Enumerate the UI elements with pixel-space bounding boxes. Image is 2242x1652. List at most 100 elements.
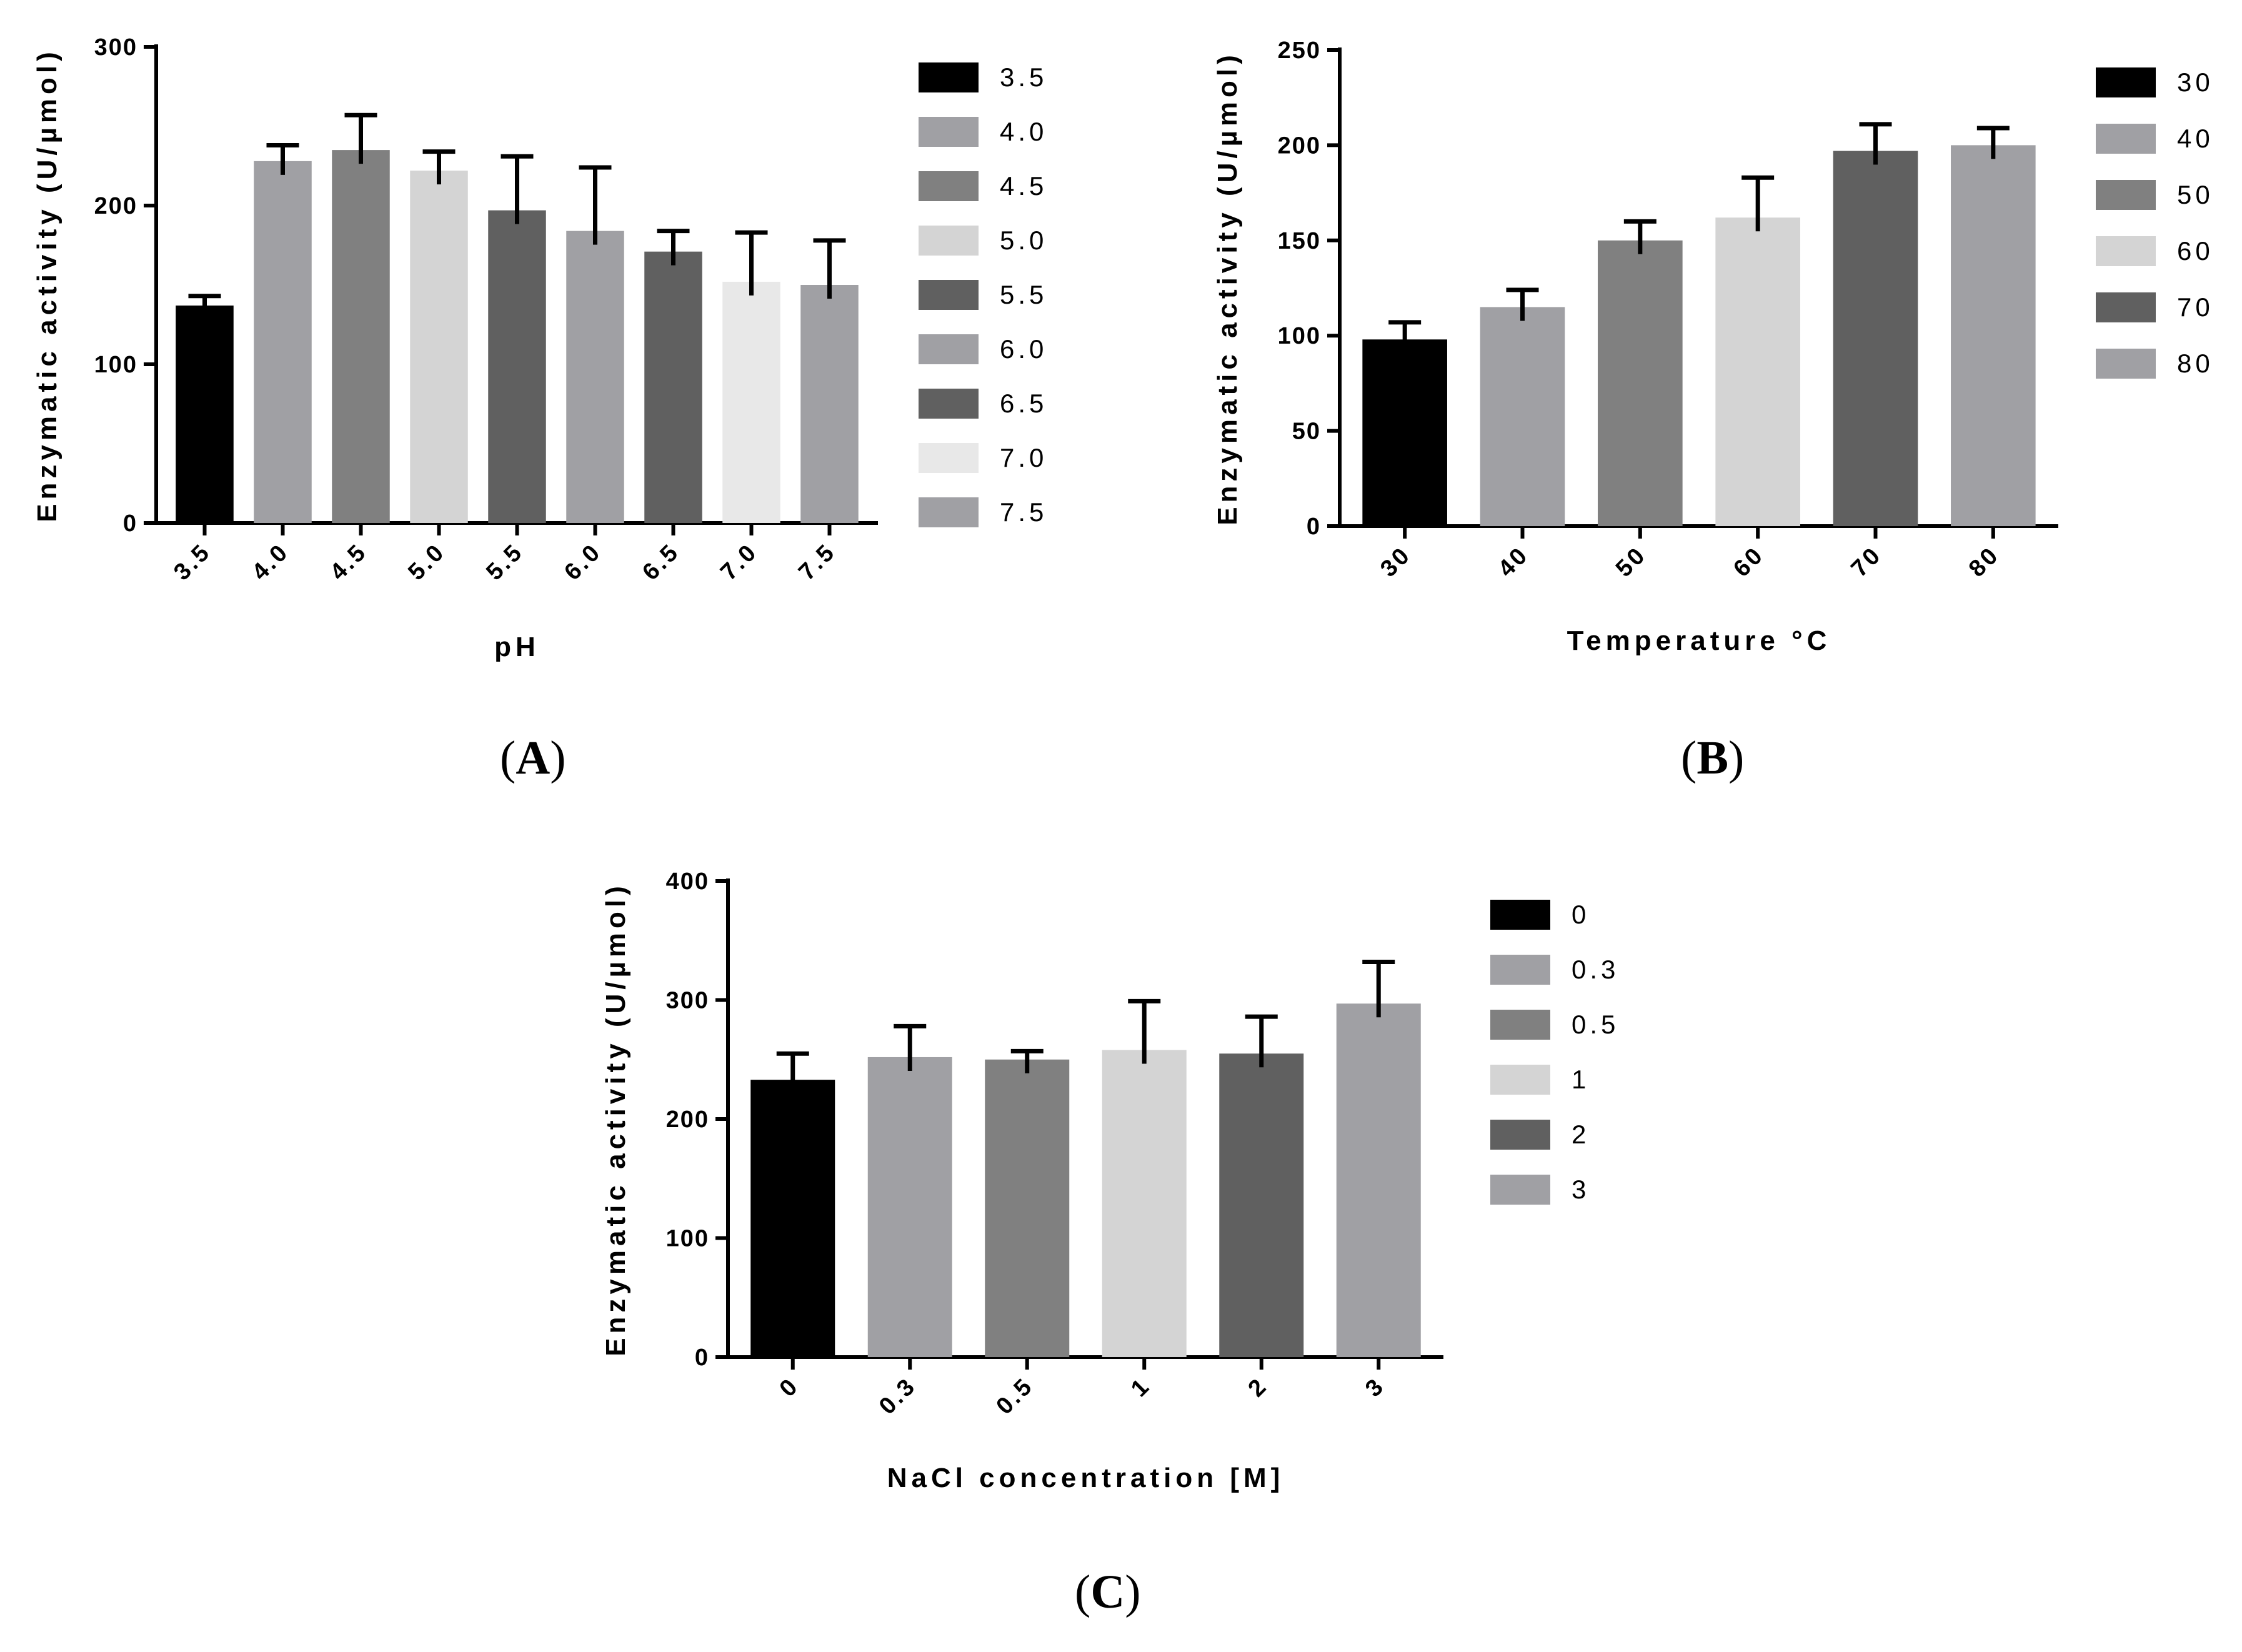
chart1-y-tick-label: 300	[94, 34, 137, 61]
chart1-legend-swatch	[919, 62, 979, 92]
chart1-legend-label: 7.5	[1000, 497, 1047, 527]
chart1-legend-label: 6.5	[1000, 389, 1047, 418]
chart3-x-tick-label: 0.3	[874, 1373, 922, 1420]
chart2-legend-swatch	[2096, 180, 2156, 210]
chart1-legend-label: 3.5	[1000, 62, 1047, 92]
chart3-y-tick-label: 200	[666, 1107, 709, 1133]
chart3-bar	[1102, 1050, 1187, 1357]
chart3-y-tick-label: 0	[695, 1345, 709, 1371]
chart1-legend-swatch	[919, 334, 979, 364]
chart3-bar	[985, 1059, 1070, 1357]
chart3-y-tick-label: 400	[666, 868, 709, 895]
chart2-legend-label: 60	[2177, 236, 2214, 266]
chart2-legend-swatch	[2096, 236, 2156, 266]
chart-c: 0 100 200 3 0 0 400 Enzymatic activity (U/µmol)…	[600, 868, 1619, 1493]
chart1-bar	[254, 161, 312, 523]
chart1-x-tick-label: 3.5	[169, 539, 216, 586]
chart3-bar	[1336, 1003, 1421, 1357]
chart1-x-tick-label: 7.5	[794, 539, 841, 586]
chart3-x-tick-label: 0	[775, 1373, 804, 1402]
chart3-legend-swatch	[1490, 1065, 1550, 1095]
chart1-legend-label: 7.0	[1000, 443, 1047, 472]
chart3-legend-swatch	[1490, 900, 1550, 930]
chart-a: 0 100 200 300 Enzymatic activity (U/µmol) 3.5…	[32, 34, 1047, 662]
chart1-bar	[644, 251, 702, 523]
chart1-bar	[488, 210, 546, 523]
chart1-y-tick-label: 100	[94, 352, 137, 378]
chart3-legend-label: 0.3	[1572, 955, 1619, 984]
chart1-bar	[332, 150, 390, 524]
chart1-y-tick-label: 0	[123, 510, 137, 537]
chart-b: 0 50 100 150 200 250 Enzymatic activity (U/µmo…	[1212, 37, 2214, 656]
chart1-legend-label: 4.5	[1000, 171, 1047, 201]
chart2-bar	[1715, 217, 1800, 526]
chart3-y-tick-label: 100	[666, 1226, 709, 1252]
chart2-x-axis-title: Temperature °C	[1567, 625, 1831, 656]
chart2-bar	[1480, 307, 1565, 526]
chart1-legend-label: 6.0	[1000, 334, 1047, 364]
chart3-legend-label: 0.5	[1572, 1010, 1619, 1039]
chart3-legend-swatch	[1490, 955, 1550, 985]
chart1-x-tick-label: 5.0	[403, 539, 451, 586]
chart2-legend-label: 80	[2177, 349, 2214, 378]
chart3-x-tick-label: 2	[1243, 1373, 1273, 1402]
chart3-legend-swatch	[1490, 1120, 1550, 1150]
chart2-x-tick-label: 30	[1375, 542, 1416, 582]
chart2-bar	[1951, 145, 2036, 526]
chart2-y-axis-title: Enzymatic activity (U/µmol)	[1212, 51, 1243, 525]
chart1-legend-swatch	[919, 497, 979, 527]
chart2-bar	[1833, 151, 1918, 526]
chart3-bar	[750, 1080, 835, 1357]
chart2-legend-label: 40	[2177, 124, 2214, 153]
chart3-x-axis-title: NaCl concentration [M]	[887, 1463, 1285, 1493]
chart3-x-tick-label: 1	[1126, 1373, 1155, 1402]
chart1-y-tick-label: 200	[94, 193, 137, 219]
panel-label-c: (C)	[1075, 1566, 1141, 1618]
chart3-legend-label: 3	[1572, 1175, 1590, 1204]
chart2-bar	[1598, 240, 1683, 526]
chart2-legend-swatch	[2096, 349, 2156, 379]
chart1-x-tick-label: 6.0	[559, 539, 607, 586]
chart3-x-tick-label: 0.5	[992, 1373, 1039, 1420]
chart2-y-tick-label: 150	[1278, 228, 1321, 254]
chart1-x-tick-label: 5.5	[481, 539, 529, 586]
chart1-bar	[566, 231, 624, 523]
chart3-legend-label: 2	[1572, 1120, 1590, 1149]
chart1-legend-swatch	[919, 117, 979, 147]
chart3-legend-swatch	[1490, 1175, 1550, 1205]
panel-label-b: (B)	[1681, 732, 1745, 784]
chart3-x-tick-label: 3	[1360, 1373, 1390, 1402]
chart2-y-tick-label: 0	[1307, 514, 1321, 540]
chart1-legend-label: 5.0	[1000, 226, 1047, 255]
chart1-bar	[410, 171, 468, 523]
chart1-x-tick-label: 6.5	[637, 539, 685, 586]
chart1-bar	[722, 281, 780, 523]
chart2-legend-label: 70	[2177, 292, 2214, 322]
chart1-bar	[176, 306, 234, 523]
chart2-y-tick-label: 100	[1278, 323, 1321, 349]
chart2-x-tick-label: 70	[1846, 542, 1887, 582]
chart1-legend-swatch	[919, 280, 979, 310]
chart3-legend-swatch	[1490, 1010, 1550, 1040]
chart1-legend-label: 5.5	[1000, 280, 1047, 309]
chart2-y-tick-label: 250	[1278, 37, 1321, 64]
chart2-x-tick-label: 50	[1611, 542, 1652, 582]
chart3-y-axis-title: Enzymatic activity (U/µmol)	[600, 882, 631, 1356]
chart2-y-tick-label: 200	[1278, 132, 1321, 159]
chart1-y-axis-title: Enzymatic activity (U/µmol)	[32, 47, 62, 522]
chart3-bar	[1219, 1053, 1304, 1357]
chart1-legend-swatch	[919, 226, 979, 256]
chart3-legend-label: 1	[1572, 1065, 1590, 1094]
chart2-x-tick-label: 80	[1964, 542, 2005, 582]
chart3-legend-label: 0	[1572, 900, 1590, 929]
chart1-x-tick-label: 7.0	[715, 539, 763, 586]
chart2-legend-label: 50	[2177, 180, 2214, 209]
chart2-x-tick-label: 40	[1493, 542, 1534, 582]
chart2-y-tick-label: 50	[1292, 419, 1321, 445]
chart1-x-tick-label: 4.0	[247, 539, 294, 586]
chart2-legend-swatch	[2096, 292, 2156, 322]
chart1-x-axis-title: pH	[494, 632, 540, 662]
chart2-legend-label: 30	[2177, 67, 2214, 97]
panel-label-a: (A)	[500, 732, 566, 784]
chart1-legend-swatch	[919, 443, 979, 473]
